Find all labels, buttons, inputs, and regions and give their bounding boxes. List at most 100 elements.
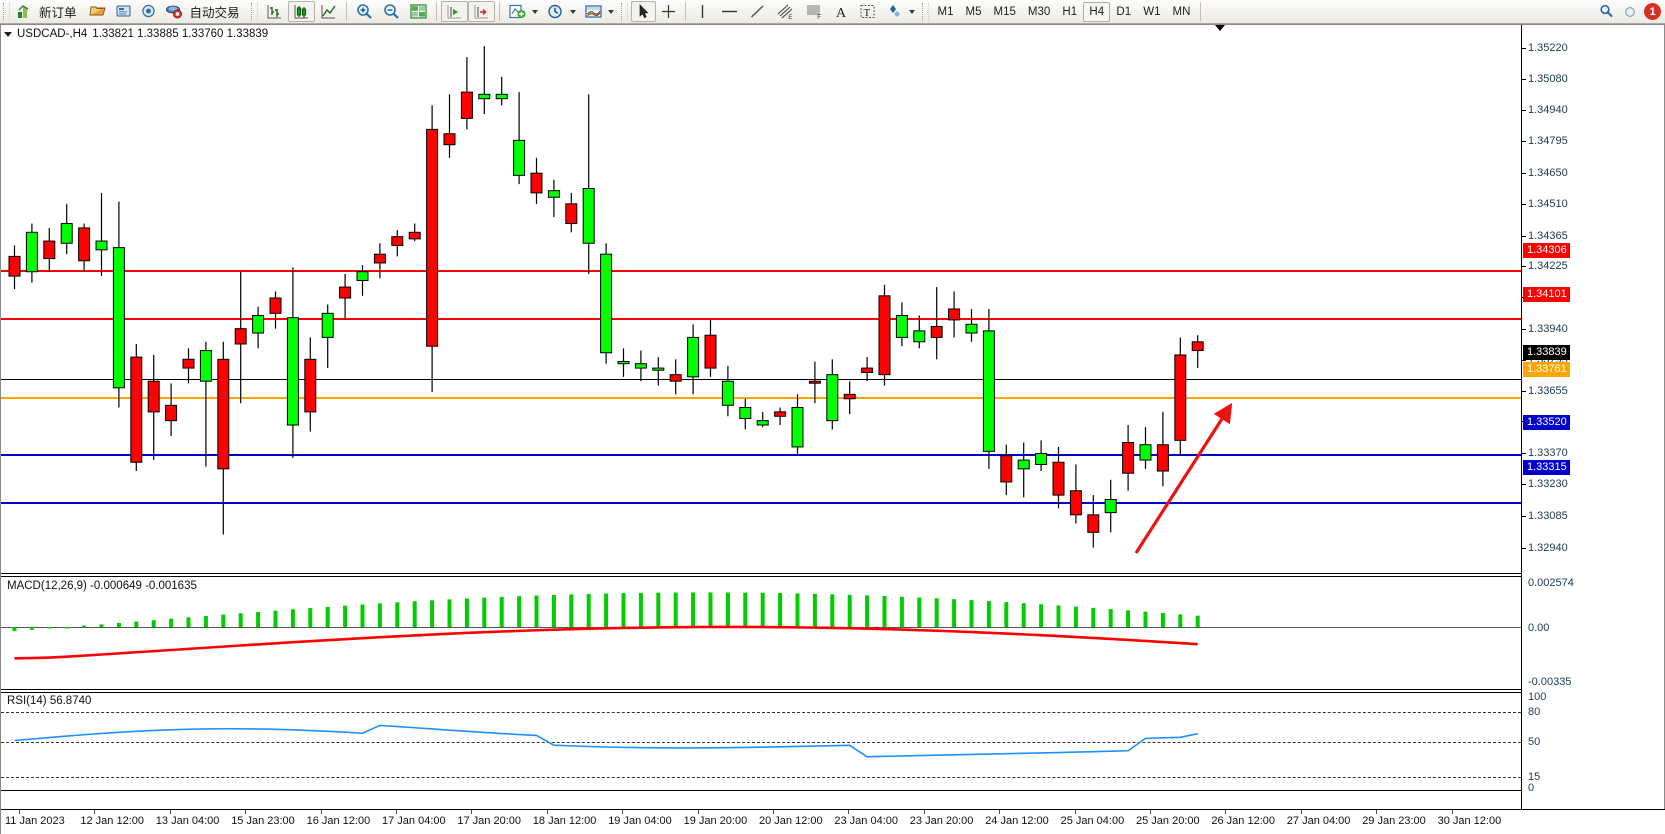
timeframe-m30[interactable]: M30	[1027, 5, 1051, 18]
time-axis-tick	[622, 810, 624, 814]
timeframe-m1[interactable]: M1	[937, 5, 954, 18]
shift-start-button[interactable]	[440, 1, 468, 22]
candle-body	[739, 407, 752, 419]
price-axis-tick	[1522, 515, 1526, 517]
shift-end-button[interactable]	[467, 1, 495, 22]
autotrading-button[interactable]: 自动交易	[161, 1, 248, 22]
macd-histogram-bar	[134, 621, 139, 627]
timeframe-m5[interactable]: M5	[965, 5, 982, 18]
price-level-chip[interactable]: 1.33839	[1523, 344, 1570, 360]
toolbar-grip-2[interactable]	[250, 2, 258, 21]
templates-button[interactable]	[580, 1, 618, 22]
time-axis-tick	[1150, 810, 1151, 814]
macd-histogram-bar	[952, 599, 957, 627]
timeframe-mn[interactable]: MN	[1172, 5, 1191, 18]
chart-dropdown-icon[interactable]	[4, 31, 12, 37]
text-label-icon: T	[860, 5, 875, 19]
candle-body	[495, 93, 508, 100]
shift-start-icon	[447, 5, 461, 19]
timeframe-h4[interactable]: H4	[1083, 1, 1111, 22]
price-level-chip[interactable]: 1.33761	[1523, 361, 1570, 377]
bar-chart-button[interactable]	[261, 1, 288, 22]
period-caret-icon[interactable]	[569, 9, 576, 14]
support-line-2[interactable]	[1, 502, 1521, 504]
price-axis-tick	[1522, 328, 1526, 330]
text-button[interactable]: A	[829, 1, 854, 22]
timeframe-d1[interactable]: D1	[1116, 5, 1132, 18]
pivot-line[interactable]	[1, 397, 1521, 399]
add-indicator-button[interactable]	[504, 1, 542, 22]
macd-histogram-bar	[865, 595, 870, 627]
candlestick-chart-button[interactable]	[287, 1, 315, 22]
alerts-button[interactable]	[1619, 1, 1644, 22]
trendline-button[interactable]	[744, 1, 771, 22]
macd-histogram-bar	[447, 599, 452, 627]
price-level-chip[interactable]: 1.34306	[1523, 242, 1570, 258]
tile-windows-button[interactable]	[405, 1, 432, 22]
candle-body	[669, 374, 682, 382]
macd-histogram-bar	[169, 618, 174, 627]
timeframe-m15[interactable]: M15	[993, 5, 1016, 18]
resistance-line-2[interactable]	[1, 318, 1521, 320]
horizontal-line-button[interactable]	[715, 1, 744, 22]
chart-canvas[interactable]: USDCAD-,H4 1.33821 1.33885 1.33760 1.338…	[0, 24, 1665, 834]
candle-body	[304, 358, 317, 413]
time-axis-tick	[697, 810, 699, 814]
navigator-button[interactable]	[136, 1, 161, 22]
zoom-out-button[interactable]	[378, 1, 405, 22]
symbol-name: USDCAD-,H4	[17, 28, 88, 40]
candle-body	[582, 187, 595, 244]
macd-histogram-bar	[934, 598, 939, 627]
terminal-button[interactable]	[111, 1, 136, 22]
price-level-chip[interactable]: 1.33315	[1523, 459, 1570, 475]
zoom-in-button[interactable]	[351, 1, 378, 22]
timeframe-h1[interactable]: H1	[1062, 5, 1078, 18]
macd-histogram-bar	[778, 593, 783, 627]
add-indicator-icon	[508, 4, 526, 19]
cursor-button[interactable]	[630, 1, 656, 22]
search-button[interactable]	[1594, 1, 1619, 22]
time-axis-tick	[546, 810, 548, 814]
text-label-button[interactable]: T	[854, 1, 881, 22]
equidistant-channel-button[interactable]: E	[771, 1, 800, 22]
macd-histogram-bar	[1004, 602, 1009, 627]
terminal-icon	[116, 5, 131, 17]
toolbar-separator-1	[345, 2, 347, 21]
time-axis-label: 27 Jan 04:00	[1286, 815, 1351, 827]
period-button[interactable]	[542, 1, 580, 22]
price-level-chip[interactable]: 1.33520	[1523, 414, 1570, 430]
time-axis-tick	[1300, 810, 1302, 814]
candle-body	[965, 323, 978, 334]
toolbar-grip[interactable]	[3, 2, 10, 21]
toolbar-grip-3[interactable]	[620, 2, 628, 21]
time-axis[interactable]: 11 Jan 2023 12 Jan 12:00 13 Jan 04:00 15 Ja…	[1, 809, 1665, 834]
toolbar-grip-4[interactable]	[921, 2, 929, 21]
candle-body	[165, 404, 178, 422]
support-line-1[interactable]	[1, 454, 1521, 456]
macd-pane-top-border	[1, 573, 1521, 574]
fibonacci-button[interactable]: F	[800, 1, 829, 22]
add-indicator-caret-icon[interactable]	[531, 9, 538, 14]
time-axis-label: 23 Jan 04:00	[834, 815, 899, 827]
price-axis-label: 1.33370	[1528, 447, 1568, 460]
timeframe-w1[interactable]: W1	[1143, 5, 1161, 18]
price-level-chip[interactable]: 1.34101	[1523, 287, 1570, 303]
main-toolbar: 新订单	[0, 0, 1665, 24]
templates-caret-icon[interactable]	[607, 9, 614, 14]
macd-histogram-bar	[464, 598, 469, 627]
ohlc-values: 1.33821 1.33885 1.33760 1.33839	[92, 28, 269, 40]
macd-histogram-bar	[1039, 604, 1044, 627]
time-axis-label: 26 Jan 12:00	[1211, 815, 1276, 827]
scroll-position-marker[interactable]	[1215, 25, 1225, 31]
shapes-caret-icon[interactable]	[908, 9, 915, 14]
line-chart-button[interactable]	[315, 1, 342, 22]
shapes-button[interactable]	[881, 1, 919, 22]
vertical-line-button[interactable]	[690, 1, 715, 22]
resistance-line-1[interactable]	[1, 270, 1521, 272]
crosshair-button[interactable]	[656, 1, 681, 22]
new-order-button[interactable]: 新订单	[13, 1, 85, 22]
price-axis-label: 1.34940	[1528, 103, 1568, 116]
notification-badge[interactable]: 1	[1644, 3, 1661, 20]
folder-button[interactable]	[85, 1, 111, 22]
time-axis-tick	[999, 810, 1001, 814]
